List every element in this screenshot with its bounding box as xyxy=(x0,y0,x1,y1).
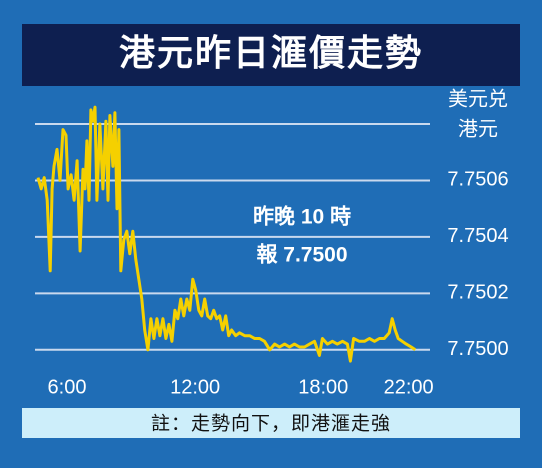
annotation: 報 7.7500 xyxy=(256,244,347,267)
note: 註：走勢向下，即港滙走強 xyxy=(151,413,391,435)
y-axis-label: 美元兑 xyxy=(448,87,508,110)
x-tick-label: 12:00 xyxy=(170,376,220,398)
annotation: 昨晚 10 時 xyxy=(253,205,351,229)
title-banner xyxy=(22,24,520,86)
x-tick-label: 22:00 xyxy=(384,376,434,398)
y-tick-label: 7.7504 xyxy=(447,225,508,247)
y-tick-label: 7.7506 xyxy=(447,169,508,191)
note-bar xyxy=(22,408,520,438)
y-axis-label: 港元 xyxy=(458,117,498,140)
y-tick-label: 7.7502 xyxy=(447,282,508,304)
x-tick-label: 6:00 xyxy=(48,376,87,398)
price-line xyxy=(36,105,417,363)
x-tick-label: 18:00 xyxy=(298,376,348,398)
chart-title: 港元昨日滙價走勢 xyxy=(119,32,423,74)
y-tick-label: 7.7500 xyxy=(447,338,508,360)
